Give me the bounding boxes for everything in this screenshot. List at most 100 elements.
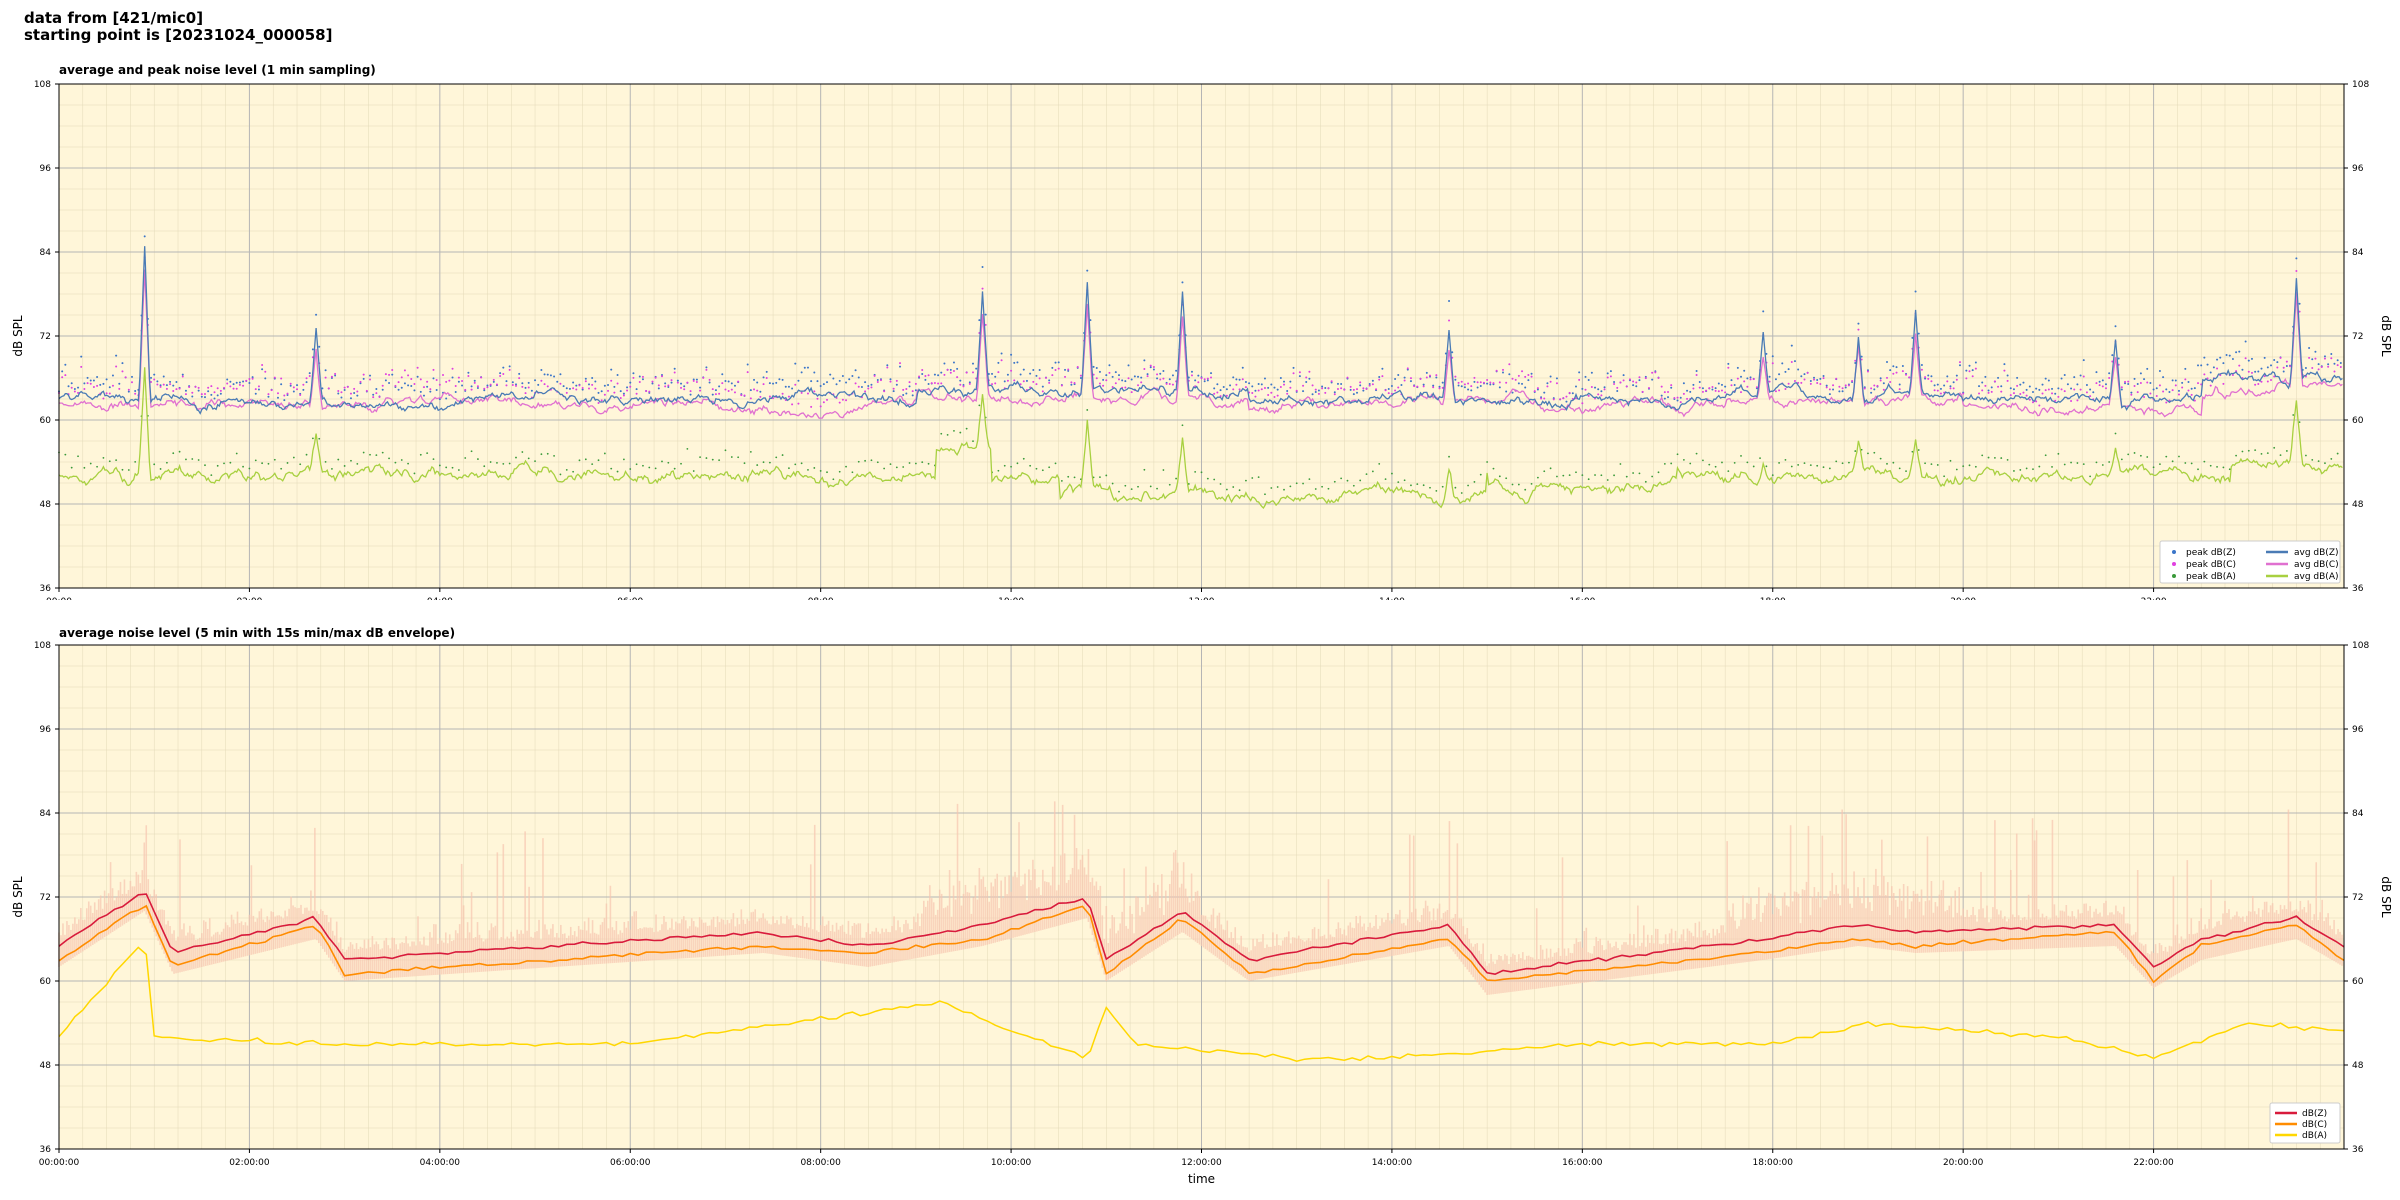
peak-a-point (1245, 479, 1247, 482)
peak-c-point (1492, 382, 1495, 385)
peak-a-point (254, 459, 257, 462)
peak-a-point (102, 457, 105, 459)
peak-z-point (1356, 391, 1359, 394)
peak-c-point (638, 380, 641, 383)
peak-a-point (1695, 452, 1698, 455)
peak-z-point (416, 375, 419, 378)
peak-z-point (994, 375, 997, 378)
peak-c-point (337, 390, 340, 393)
peak-c-point (984, 323, 987, 326)
peak-z-point (2108, 372, 2111, 375)
peak-c-point (1600, 394, 1603, 397)
peak-a-point (959, 431, 962, 434)
peak-c-point (1308, 370, 1311, 373)
peak-a-point (1486, 461, 1489, 463)
peak-a-point (921, 461, 924, 464)
x-tick-label: 20:00:00 (1943, 1158, 1984, 1168)
peak-c-point (515, 384, 517, 387)
peak-c-point (1324, 391, 1327, 394)
peak-a-point (883, 467, 886, 470)
peak-c-point (1457, 381, 1460, 384)
peak-c-point (873, 374, 876, 377)
peak-a-point (1657, 471, 1660, 474)
peak-z-point (1019, 373, 1022, 376)
peak-a-point (1143, 468, 1146, 471)
peak-a-point (2070, 461, 2072, 464)
peak-c-point (2231, 374, 2234, 377)
peak-c-point (1095, 377, 1098, 380)
peak-a-point (1746, 461, 1749, 464)
peak-a-point (1987, 456, 1990, 459)
peak-c-point (1813, 378, 1816, 381)
peak-c-point (2101, 385, 2104, 388)
peak-a-point (1803, 462, 1806, 465)
peak-c-point (680, 386, 683, 389)
peak-c-point (1930, 380, 1933, 383)
peak-a-point (2044, 454, 2047, 457)
peak-z-point (968, 381, 971, 384)
peak-z-point (108, 386, 111, 389)
peak-a-point (1663, 462, 1666, 465)
peak-a-point (616, 470, 619, 473)
x-tick-label: 22:00:00 (2133, 1158, 2174, 1168)
peak-a-point (686, 447, 689, 450)
peak-a-point (159, 468, 162, 470)
peak-c-point (1476, 381, 1479, 384)
peak-z-point (902, 393, 905, 396)
peak-c-point (1330, 380, 1333, 383)
peak-c-point (292, 386, 295, 389)
peak-z-point (1489, 383, 1492, 386)
peak-c-point (397, 381, 400, 384)
chart-average-peak: 36364848606072728484969610810800:0002:00… (11, 80, 2393, 600)
peak-z-point (153, 373, 156, 376)
peak-z-point (1521, 382, 1524, 385)
peak-z-point (899, 365, 902, 368)
peak-c-point (194, 385, 197, 388)
peak-c-point (1482, 381, 1485, 384)
peak-a-point (2139, 454, 2142, 457)
peak-c-point (911, 390, 914, 393)
peak-z-point (83, 382, 86, 385)
peak-z-point (486, 384, 489, 387)
peak-c-point (826, 398, 829, 401)
peak-c-point (1727, 366, 1730, 369)
peak-c-point (457, 376, 460, 379)
peak-c-point (1470, 385, 1473, 388)
peak-c-point (1298, 371, 1301, 374)
peak-c-point (2165, 401, 2168, 404)
peak-z-point (165, 384, 168, 387)
peak-a-point (1505, 477, 1508, 480)
peak-c-point (1441, 386, 1444, 389)
peak-a-point (895, 466, 898, 469)
peak-a-point (2133, 452, 2136, 454)
peak-a-point (1962, 465, 1965, 468)
peak-c-point (1730, 384, 1733, 387)
y-axis-label: dB SPL (11, 876, 25, 918)
x-tick-label: 18:00 (1760, 597, 1786, 600)
peak-a-point (654, 467, 657, 470)
peak-z-point (461, 384, 464, 387)
peak-c-point (918, 375, 921, 378)
peak-c-point (1190, 374, 1193, 377)
peak-z-point (1324, 387, 1327, 390)
peak-c-point (1289, 386, 1292, 389)
peak-a-point (121, 468, 124, 471)
peak-z-point (600, 390, 603, 393)
peak-z-point (381, 388, 384, 391)
peak-c-point (937, 382, 940, 385)
peak-z-point (1670, 386, 1673, 389)
peak-a-point (115, 459, 118, 462)
envelope (58, 801, 2343, 995)
peak-a-point (286, 462, 289, 464)
peak-a-point (1073, 476, 1076, 479)
peak-c-point (1501, 368, 1504, 371)
peak-c-point (1489, 381, 1492, 384)
peak-c-point (730, 388, 733, 391)
peak-a-point (1682, 458, 1685, 461)
peak-z-point (1156, 377, 1159, 380)
peak-c-point (410, 378, 413, 381)
peak-a-point (1905, 470, 1907, 472)
peak-z-point (111, 374, 114, 377)
peak-c-point (854, 382, 857, 385)
peak-c-point (429, 388, 432, 391)
